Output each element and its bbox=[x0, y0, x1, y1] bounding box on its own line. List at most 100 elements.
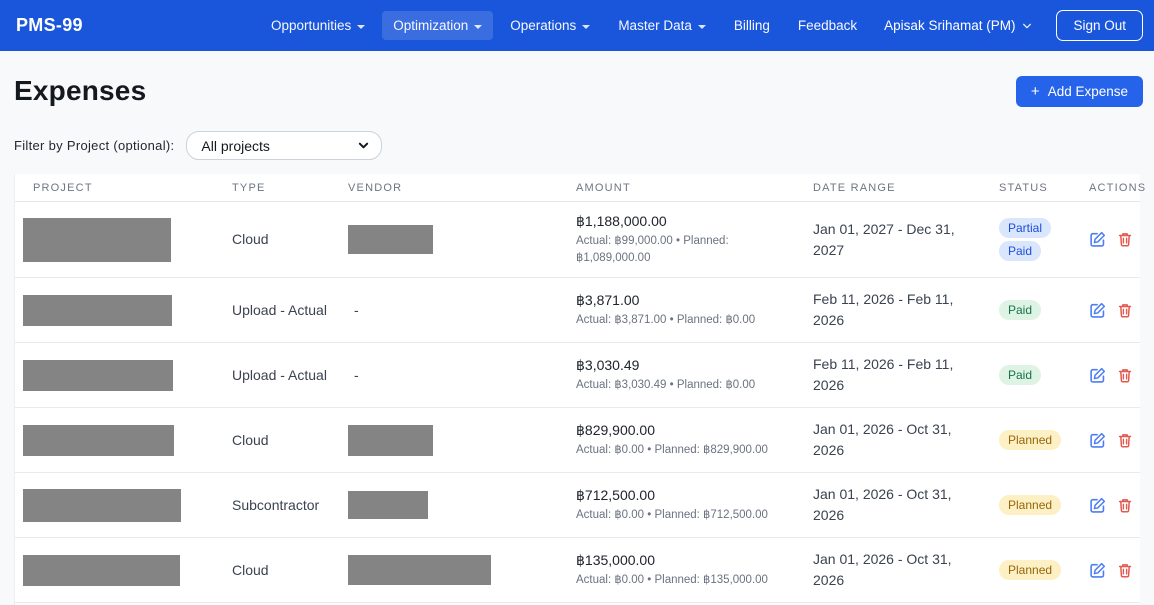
actions-cell bbox=[1075, 432, 1141, 449]
col-header-vendor: Vendor bbox=[348, 181, 403, 194]
add-expense-button[interactable]: + Add Expense bbox=[1015, 75, 1143, 107]
nav-item-label: Opportunities bbox=[270, 18, 352, 33]
amount-value: ฿829,900.00 bbox=[576, 422, 655, 438]
table-row: Cloud ฿1,188,000.00 Actual: ฿99,000.00 •… bbox=[15, 202, 1141, 279]
edit-icon bbox=[1090, 497, 1106, 513]
edit-button[interactable] bbox=[1089, 367, 1106, 384]
edit-button[interactable] bbox=[1089, 302, 1106, 319]
caret-down-icon bbox=[582, 24, 591, 29]
trash-icon bbox=[1118, 433, 1132, 448]
table-row: Upload - Actual - ฿3,871.00 Actual: ฿3,8… bbox=[15, 278, 1141, 344]
amount-detail: Actual: ฿99,000.00 • Planned: ฿1,089,000… bbox=[576, 235, 729, 264]
type-label: Subcontractor bbox=[232, 496, 320, 513]
amount-value: ฿3,030.49 bbox=[576, 357, 640, 373]
edit-button[interactable] bbox=[1089, 231, 1106, 248]
actions-cell bbox=[1075, 497, 1141, 514]
date-range: Feb 11, 2026 - Feb 11, 2026 bbox=[813, 291, 954, 329]
nav-item-operations[interactable]: Operations bbox=[499, 11, 601, 40]
col-header-status: Status bbox=[999, 181, 1048, 194]
amount-detail: Actual: ฿0.00 • Planned: ฿829,900.00 bbox=[576, 444, 768, 456]
amount-cell: ฿3,030.49 Actual: ฿3,030.49 • Planned: ฿… bbox=[562, 357, 799, 394]
date-range-cell: Jan 01, 2026 - Oct 31, 2026 bbox=[799, 549, 985, 591]
delete-button[interactable] bbox=[1117, 302, 1133, 319]
status-badge: Planned bbox=[999, 559, 1062, 580]
col-header-type: Type bbox=[232, 181, 266, 194]
table-row: Upload - Actual - ฿3,030.49 Actual: ฿3,0… bbox=[15, 343, 1141, 409]
actions-cell bbox=[1075, 231, 1141, 248]
edit-icon bbox=[1090, 232, 1106, 247]
trash-icon bbox=[1118, 563, 1132, 578]
caret-down-icon bbox=[697, 24, 706, 29]
amount-detail: Actual: ฿3,871.00 • Planned: ฿0.00 bbox=[576, 314, 756, 326]
nav-item-label: Master Data bbox=[618, 18, 692, 33]
edit-button[interactable] bbox=[1089, 497, 1106, 514]
vendor-dash: - bbox=[354, 302, 359, 319]
amount-value: ฿712,500.00 bbox=[576, 487, 655, 503]
type-label: Upload - Actual bbox=[232, 301, 327, 318]
date-range: Jan 01, 2026 - Oct 31, 2026 bbox=[813, 486, 952, 524]
date-range: Jan 01, 2027 - Dec 31, 2027 bbox=[813, 220, 955, 258]
type-label: Cloud bbox=[232, 431, 269, 448]
project-cell bbox=[15, 294, 218, 326]
sign-out-button[interactable]: Sign Out bbox=[1056, 10, 1143, 41]
amount-detail: Actual: ฿0.00 • Planned: ฿135,000.00 bbox=[576, 574, 768, 586]
date-range-cell: Jan 01, 2026 - Oct 31, 2026 bbox=[799, 419, 985, 461]
nav-item-label: Feedback bbox=[797, 18, 858, 33]
delete-button[interactable] bbox=[1117, 231, 1133, 248]
status-cell: Planned bbox=[985, 494, 1075, 517]
edit-button[interactable] bbox=[1089, 562, 1106, 579]
amount-cell: ฿135,000.00 Actual: ฿0.00 • Planned: ฿13… bbox=[562, 552, 799, 589]
status-cell: Paid bbox=[985, 364, 1075, 387]
page-header: Expenses + Add Expense bbox=[0, 51, 1154, 107]
page-title: Expenses bbox=[14, 75, 147, 106]
selected-option: All projects bbox=[201, 137, 270, 154]
date-range: Jan 01, 2026 - Oct 31, 2026 bbox=[813, 421, 952, 459]
project-cell bbox=[15, 488, 218, 522]
delete-button[interactable] bbox=[1117, 432, 1133, 449]
project-redacted-block bbox=[23, 424, 174, 456]
nav-item-opportunities[interactable]: Opportunities bbox=[260, 11, 376, 40]
actions-cell bbox=[1075, 562, 1141, 579]
delete-button[interactable] bbox=[1117, 497, 1133, 514]
status-badge: Paid bbox=[999, 299, 1042, 320]
status-cell: Partial Paid bbox=[985, 217, 1075, 263]
nav-item-optimization[interactable]: Optimization bbox=[382, 11, 494, 40]
col-header-amount: Amount bbox=[576, 181, 631, 194]
edit-button[interactable] bbox=[1089, 432, 1106, 449]
amount-cell: ฿829,900.00 Actual: ฿0.00 • Planned: ฿82… bbox=[562, 422, 799, 459]
delete-button[interactable] bbox=[1117, 367, 1133, 384]
table-row: Cloud ฿135,000.00 Actual: ฿0.00 • Planne… bbox=[15, 538, 1141, 604]
nav-item-master-data[interactable]: Master Data bbox=[607, 11, 717, 40]
amount-value: ฿3,871.00 bbox=[576, 292, 640, 308]
user-menu-label: Apisak Srihamat (PM) bbox=[884, 18, 1016, 33]
nav-item-label: Optimization bbox=[393, 18, 469, 33]
date-range-cell: Jan 01, 2027 - Dec 31, 2027 bbox=[799, 219, 985, 261]
vendor-redacted-block bbox=[348, 555, 491, 586]
type-cell: Cloud bbox=[218, 560, 334, 582]
table-header-row: Project Type Vendor Amount Date Range St… bbox=[15, 174, 1145, 202]
vendor-cell bbox=[334, 491, 562, 520]
delete-button[interactable] bbox=[1117, 562, 1133, 579]
vendor-redacted-block bbox=[348, 491, 428, 520]
project-redacted-block bbox=[23, 359, 173, 391]
date-range-cell: Feb 11, 2026 - Feb 11, 2026 bbox=[799, 289, 985, 331]
amount-cell: ฿3,871.00 Actual: ฿3,871.00 • Planned: ฿… bbox=[562, 292, 799, 329]
actions-cell bbox=[1075, 367, 1141, 384]
vendor-redacted-block bbox=[348, 424, 433, 456]
filter-label: Filter by Project (optional): bbox=[14, 138, 175, 153]
project-redacted-block bbox=[23, 294, 172, 326]
actions-cell bbox=[1075, 302, 1141, 319]
project-filter-select[interactable]: All projects bbox=[186, 131, 383, 160]
vendor-redacted-block bbox=[348, 225, 433, 255]
nav-item-feedback[interactable]: Feedback bbox=[787, 11, 868, 40]
nav-item-billing[interactable]: Billing bbox=[723, 11, 781, 40]
app-brand[interactable]: PMS-99 bbox=[16, 15, 83, 35]
trash-icon bbox=[1118, 368, 1132, 383]
caret-down-icon bbox=[357, 24, 366, 29]
status-badge: Paid bbox=[999, 364, 1042, 385]
select-chevron-down-icon bbox=[359, 142, 369, 149]
caret-down-icon bbox=[474, 24, 483, 29]
user-menu[interactable]: Apisak Srihamat (PM) bbox=[874, 11, 1042, 40]
type-label: Cloud bbox=[232, 561, 269, 578]
project-cell bbox=[15, 424, 218, 456]
